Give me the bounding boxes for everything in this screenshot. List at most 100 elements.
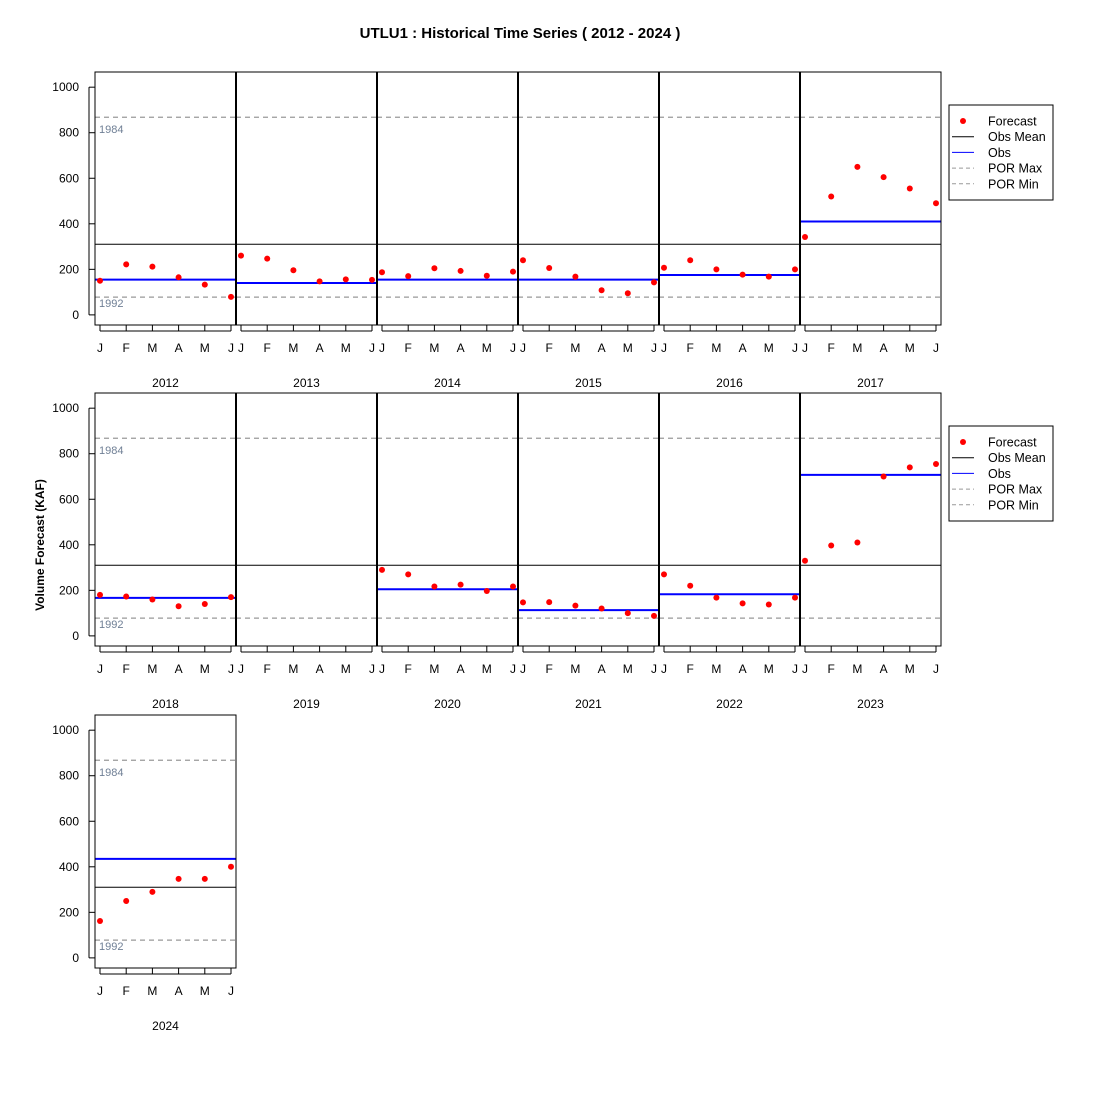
x-tick-label: J xyxy=(802,662,808,676)
forecast-point xyxy=(880,174,887,181)
forecast-point xyxy=(828,193,835,200)
year-label: 2013 xyxy=(293,376,320,390)
forecast-point xyxy=(687,257,694,264)
forecast-point xyxy=(97,917,103,924)
panel-2016: J F M A M J 2016 xyxy=(658,71,801,390)
forecast-point xyxy=(431,583,438,590)
x-tick-label: J xyxy=(510,341,516,355)
x-tick-label: M xyxy=(341,341,351,355)
year-label: 2023 xyxy=(857,697,884,711)
x-tick-label: J xyxy=(933,662,939,676)
year-label: 2021 xyxy=(575,697,602,711)
forecast-point xyxy=(713,266,720,273)
forecast-point xyxy=(228,594,234,601)
forecast-point xyxy=(123,261,130,268)
forecast-point xyxy=(201,875,208,882)
x-tick-label: F xyxy=(405,341,412,355)
por-max-label: 1984 xyxy=(99,124,123,136)
legend-entry-label: Obs xyxy=(988,146,1011,160)
panel-frame xyxy=(799,392,942,647)
x-tick-label: F xyxy=(123,984,130,998)
forecast-point xyxy=(687,582,694,589)
x-tick-label: J xyxy=(97,662,103,676)
legend-forecast-symbol xyxy=(960,439,966,445)
legend-entry-label: POR Min xyxy=(988,498,1039,512)
forecast-point xyxy=(457,581,464,588)
por-min-label: 1992 xyxy=(99,298,123,310)
forecast-point xyxy=(483,588,490,595)
forecast-point xyxy=(228,863,234,870)
panel-grid: 1984 1992 0 200 400 600 800 1000 J F M A M J 2012 J F M A M… xyxy=(52,71,942,1033)
x-tick-label: A xyxy=(316,341,324,355)
legend-entry-label: Forecast xyxy=(988,115,1037,129)
forecast-point xyxy=(598,287,605,294)
y-tick-label: 200 xyxy=(59,262,79,276)
forecast-point xyxy=(598,605,605,612)
x-tick-label: J xyxy=(661,341,667,355)
x-tick-label: M xyxy=(341,662,351,676)
forecast-point xyxy=(405,571,412,578)
x-tick-label: J xyxy=(238,662,244,676)
forecast-point xyxy=(520,257,526,264)
x-tick-label: M xyxy=(429,341,439,355)
forecast-point xyxy=(149,888,156,895)
forecast-point xyxy=(431,265,438,272)
legend-entry-label: POR Max xyxy=(988,162,1043,176)
panel-2014: J F M A M J 2014 xyxy=(376,71,519,390)
por-min-label: 1992 xyxy=(99,619,123,631)
x-tick-label: F xyxy=(828,662,835,676)
panel-frame xyxy=(376,392,519,647)
legend-entry-label: Obs Mean xyxy=(988,130,1046,144)
year-label: 2016 xyxy=(716,376,743,390)
x-tick-label: F xyxy=(123,662,130,676)
x-tick-label: J xyxy=(379,341,385,355)
x-tick-label: J xyxy=(510,662,516,676)
forecast-point xyxy=(546,599,553,606)
x-tick-label: J xyxy=(661,662,667,676)
legend-entry-label: Obs xyxy=(988,467,1011,481)
forecast-point xyxy=(661,264,667,271)
x-tick-label: M xyxy=(711,662,721,676)
x-tick-label: J xyxy=(379,662,385,676)
x-tick-label: F xyxy=(123,341,130,355)
legend-forecast-symbol xyxy=(960,118,966,124)
x-tick-label: J xyxy=(238,341,244,355)
forecast-point xyxy=(379,566,385,573)
x-tick-label: M xyxy=(200,984,210,998)
forecast-point xyxy=(201,601,208,608)
forecast-point xyxy=(290,267,297,274)
panel-frame xyxy=(235,392,378,647)
forecast-point xyxy=(149,263,156,270)
forecast-point xyxy=(316,278,323,285)
y-tick-label: 0 xyxy=(72,629,79,643)
x-tick-label: M xyxy=(764,662,774,676)
forecast-point xyxy=(661,571,667,578)
panel-2023: J F M A M J 2023 xyxy=(799,392,942,711)
x-tick-label: A xyxy=(739,341,747,355)
forecast-point xyxy=(880,473,887,480)
legend-entry-label: POR Min xyxy=(988,177,1039,191)
panel-2015: J F M A M J 2015 xyxy=(517,71,660,390)
panel-2013: J F M A M J 2013 xyxy=(235,71,378,390)
x-tick-label: J xyxy=(228,341,234,355)
y-tick-label: 400 xyxy=(59,538,79,552)
por-min-label: 1992 xyxy=(99,941,123,953)
forecast-point xyxy=(933,200,939,207)
forecast-point xyxy=(175,274,182,281)
forecast-point xyxy=(572,602,579,609)
panel-2019: J F M A M J 2019 xyxy=(235,392,378,711)
x-tick-label: A xyxy=(316,662,324,676)
panel-frame xyxy=(658,392,801,647)
panel-frame xyxy=(376,71,519,326)
x-tick-label: A xyxy=(175,984,183,998)
year-label: 2020 xyxy=(434,697,461,711)
x-tick-label: M xyxy=(852,341,862,355)
year-label: 2017 xyxy=(857,376,884,390)
forecast-point xyxy=(828,542,835,549)
por-max-label: 1984 xyxy=(99,445,123,457)
por-max-label: 1984 xyxy=(99,767,123,779)
x-tick-label: J xyxy=(97,984,103,998)
forecast-point xyxy=(624,610,631,617)
forecast-point xyxy=(510,583,516,590)
